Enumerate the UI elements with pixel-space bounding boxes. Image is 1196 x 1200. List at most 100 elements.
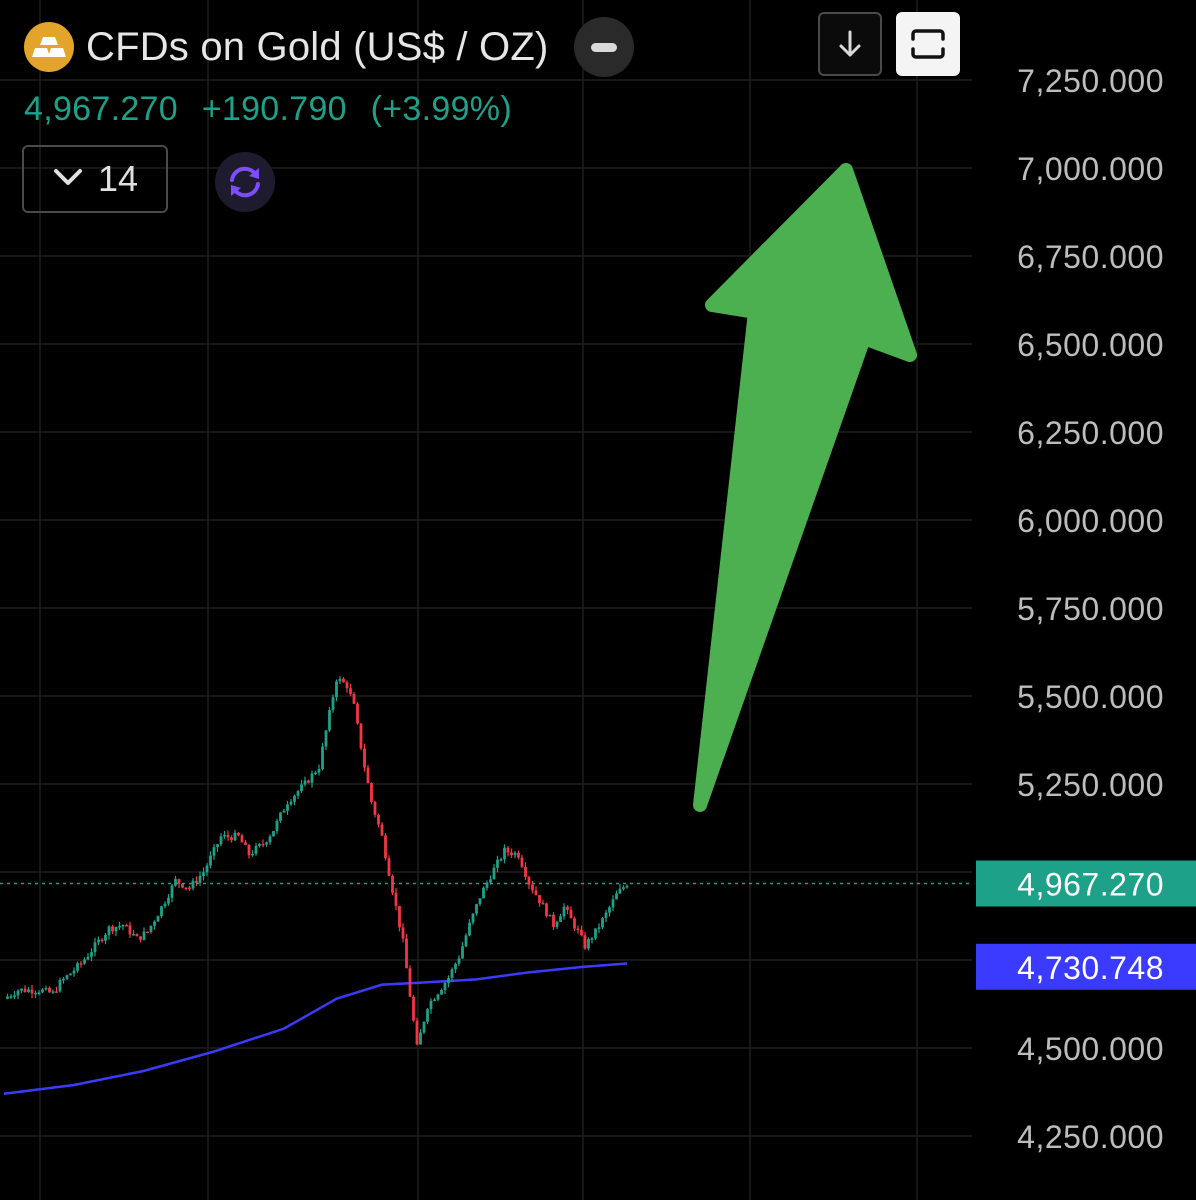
candle-body bbox=[69, 973, 72, 976]
candle-body bbox=[174, 879, 177, 886]
candle-body bbox=[415, 1020, 419, 1045]
candle-body bbox=[107, 926, 111, 935]
candle-body bbox=[261, 843, 265, 846]
candle-body bbox=[338, 678, 342, 682]
candle-body bbox=[328, 710, 331, 731]
candle-body bbox=[216, 844, 219, 848]
candle-body bbox=[408, 968, 412, 997]
candle-body bbox=[93, 942, 97, 953]
y-tick-label: 5,250.000 bbox=[1017, 767, 1164, 803]
candle-body bbox=[443, 982, 447, 990]
candle-body bbox=[83, 959, 86, 964]
candle-body bbox=[412, 996, 415, 1021]
candle-body bbox=[153, 921, 156, 926]
last-price-label: 4,967.270 bbox=[1017, 867, 1164, 903]
candle-body bbox=[268, 836, 272, 843]
candle-body bbox=[454, 963, 457, 970]
candle-body bbox=[380, 824, 384, 836]
candle-body bbox=[13, 995, 16, 997]
candle-body bbox=[552, 914, 555, 927]
candle-body bbox=[534, 890, 538, 896]
candle-body bbox=[531, 884, 534, 891]
candle-body bbox=[135, 934, 139, 937]
candle-body bbox=[401, 927, 405, 939]
candle-body bbox=[233, 833, 237, 841]
collapse-button[interactable] bbox=[574, 17, 635, 77]
candle-body bbox=[226, 834, 230, 838]
candle-body bbox=[62, 978, 65, 981]
candle-body bbox=[100, 939, 104, 942]
download-button[interactable] bbox=[818, 12, 882, 76]
candle-body bbox=[527, 877, 531, 885]
candle-body bbox=[622, 887, 625, 889]
candle-body bbox=[160, 906, 163, 917]
candle-body bbox=[366, 767, 370, 784]
candle-body bbox=[520, 857, 524, 867]
candle-body bbox=[468, 922, 471, 936]
candle-body bbox=[352, 694, 356, 704]
candle-body bbox=[307, 780, 310, 783]
candle-body bbox=[492, 867, 496, 880]
candle-body bbox=[317, 769, 321, 773]
candle-body bbox=[429, 1000, 433, 1010]
candle-body bbox=[191, 880, 195, 889]
candle-body bbox=[370, 783, 373, 802]
candle-body bbox=[163, 903, 167, 907]
candle-body bbox=[587, 938, 590, 949]
candle-body bbox=[510, 852, 513, 856]
candle-body bbox=[142, 931, 146, 940]
candle-body bbox=[324, 730, 328, 747]
moving-average-layer bbox=[3, 962, 628, 1096]
candle-body bbox=[513, 852, 517, 856]
candle-body bbox=[499, 859, 503, 861]
candle-body bbox=[422, 1021, 426, 1033]
candle-body bbox=[219, 836, 223, 845]
candle-body bbox=[394, 892, 398, 906]
candle-body bbox=[72, 970, 76, 974]
candle-body bbox=[345, 682, 349, 689]
interval-selector[interactable]: 14 bbox=[22, 145, 168, 213]
candle-body bbox=[23, 988, 27, 992]
refresh-icon bbox=[230, 166, 260, 198]
candle-body bbox=[167, 897, 170, 904]
candle-body bbox=[625, 885, 629, 888]
candle-body bbox=[205, 865, 209, 873]
sync-button[interactable] bbox=[215, 152, 275, 212]
candle-body bbox=[97, 939, 100, 943]
price-lines: 4,967.270 4,730.748 bbox=[0, 860, 1196, 990]
candle-body bbox=[79, 963, 83, 965]
candle-body bbox=[184, 887, 188, 890]
candle-body bbox=[118, 926, 121, 928]
candle-body bbox=[555, 921, 559, 927]
candle-body bbox=[272, 831, 275, 837]
chart-header: CFDs on Gold (US$ / OZ) bbox=[24, 17, 635, 77]
candle-body bbox=[195, 880, 198, 883]
symbol-title[interactable]: CFDs on Gold (US$ / OZ) bbox=[86, 24, 549, 69]
candle-body bbox=[615, 893, 618, 900]
candle-body bbox=[275, 820, 279, 832]
candle-body bbox=[286, 804, 289, 811]
candle-body bbox=[132, 934, 135, 936]
candle-body bbox=[335, 681, 338, 698]
candle-body bbox=[265, 842, 268, 845]
candle-body bbox=[384, 835, 387, 859]
candle-body bbox=[482, 887, 485, 899]
candle-body bbox=[391, 875, 394, 893]
y-tick-label: 6,500.000 bbox=[1017, 327, 1164, 363]
candle-body bbox=[387, 858, 391, 876]
last-price: 4,967.270 bbox=[24, 90, 178, 128]
y-tick-label: 5,750.000 bbox=[1017, 591, 1164, 627]
candle-body bbox=[37, 992, 41, 994]
candle-body bbox=[489, 879, 492, 883]
candle-body bbox=[282, 810, 286, 813]
annotation-arrow-layer bbox=[693, 163, 917, 812]
candle-body bbox=[314, 772, 317, 775]
y-tick-label: 7,250.000 bbox=[1017, 63, 1164, 99]
candle-body bbox=[41, 989, 44, 993]
candle-body bbox=[310, 773, 314, 783]
fullscreen-button[interactable] bbox=[896, 12, 960, 76]
candle-body bbox=[188, 887, 191, 890]
chevron-down-icon bbox=[54, 169, 82, 185]
gold-bars-icon bbox=[24, 22, 74, 72]
